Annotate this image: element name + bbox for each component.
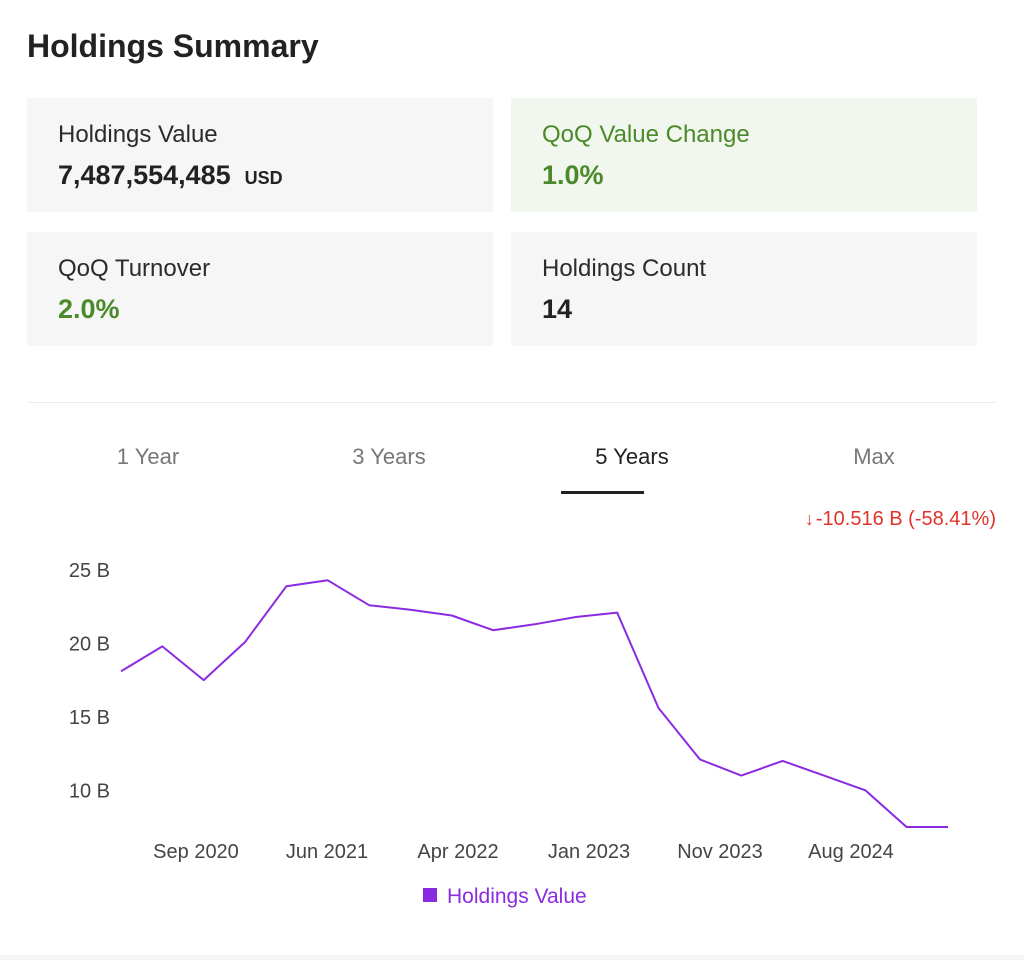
x-tick-label: Aug 2024 [808, 841, 894, 863]
qoq-turnover-label: QoQ Turnover [58, 255, 211, 282]
y-tick-label: 25 B [69, 560, 110, 582]
holdings-value-amount: 7,487,554,485 USD [58, 160, 283, 191]
holdings-value-number: 7,487,554,485 [58, 160, 231, 190]
x-tick-label: Sep 2020 [153, 841, 239, 863]
series-line-holdings-value [120, 579, 948, 828]
down-arrow-icon: ↓ [804, 509, 814, 529]
x-tick-label: Apr 2022 [417, 841, 498, 863]
legend-swatch [423, 888, 437, 902]
holdings-value-card: Holdings Value 7,487,554,485 USD [27, 98, 493, 212]
tab-1-year[interactable]: 1 Year [116, 444, 180, 469]
tab-5-years[interactable]: 5 Years [595, 444, 669, 469]
holdings-value-label: Holdings Value [58, 121, 218, 148]
qoq-value-change-label: QoQ Value Change [542, 121, 750, 148]
qoq-value-change-value: 1.0% [542, 160, 604, 190]
x-tick-label: Jan 2023 [548, 841, 630, 863]
period-change-text: -10.516 B (-58.41%) [815, 508, 996, 530]
y-tick-label: 20 B [69, 633, 110, 655]
chart-legend[interactable]: Holdings Value [423, 885, 587, 909]
holdings-count-card: Holdings Count 14 [511, 232, 977, 346]
y-tick-label: 10 B [69, 780, 110, 802]
qoq-turnover-card: QoQ Turnover 2.0% [27, 232, 493, 346]
active-tab-indicator [561, 491, 644, 494]
bottom-border [0, 955, 1024, 960]
holdings-count-label: Holdings Count [542, 255, 707, 282]
tab-max[interactable]: Max [853, 444, 895, 469]
x-tick-label: Nov 2023 [677, 841, 763, 863]
y-tick-label: 15 B [69, 707, 110, 729]
section-divider [27, 402, 996, 403]
period-change: ↓ -10.516 B (-58.41%) [805, 508, 996, 531]
holdings-value-unit: USD [244, 168, 283, 188]
qoq-value-change-card: QoQ Value Change 1.0% [511, 98, 977, 212]
holdings-count-value: 14 [542, 294, 573, 324]
tab-3-years[interactable]: 3 Years [352, 444, 426, 469]
legend-label: Holdings Value [447, 885, 587, 908]
page-title: Holdings Summary [27, 28, 319, 64]
x-tick-label: Jun 2021 [286, 841, 368, 863]
qoq-turnover-value: 2.0% [58, 294, 120, 324]
